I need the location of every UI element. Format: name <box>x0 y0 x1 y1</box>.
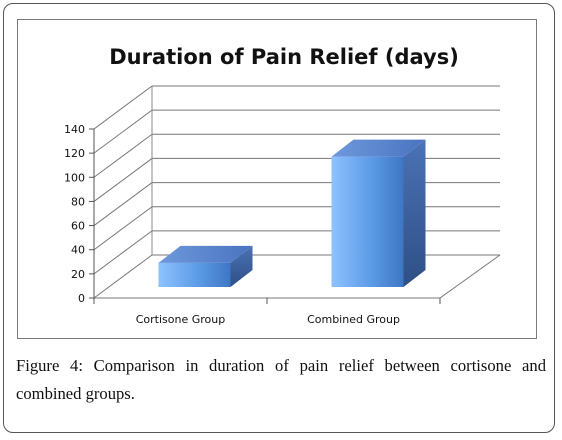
x-category-label: Combined Group <box>307 313 400 326</box>
figure-label: Figure 4: <box>16 356 83 375</box>
bar-top <box>331 139 426 157</box>
floor-edge <box>94 254 501 299</box>
gridline-side <box>93 109 153 154</box>
y-tick-label: 100 <box>64 171 85 184</box>
bar-front <box>158 262 231 287</box>
gridline-side <box>93 85 153 130</box>
y-tick-label: 120 <box>64 147 85 160</box>
gridline-side <box>93 182 153 226</box>
figure-caption: Figure 4: Comparison in duration of pain… <box>16 352 546 408</box>
x-category-label: Cortisone Group <box>136 313 226 326</box>
bar-side <box>230 245 253 287</box>
y-tick-label: 40 <box>71 244 85 257</box>
chart-container <box>17 19 537 339</box>
y-tick-label: 140 <box>64 123 85 136</box>
bar-side <box>403 139 426 287</box>
bar-front <box>331 156 404 287</box>
gridline-side <box>93 158 153 202</box>
gridline-side <box>93 133 153 178</box>
plot-area: 0 20 40 60 80 100 120 140 Cortisone Group Combine… <box>64 85 501 326</box>
bar-top <box>158 245 253 263</box>
gridline-side <box>93 254 153 299</box>
gridline-side <box>93 206 153 251</box>
chart-title: Duration of Pain Relief (days) <box>109 45 459 69</box>
gridline-side <box>93 230 153 275</box>
y-tick-label: 0 <box>78 292 85 305</box>
y-tick-label: 60 <box>71 220 85 233</box>
figure-caption-text: Comparison in duration of pain relief be… <box>16 356 546 403</box>
y-tick-label: 20 <box>71 268 85 281</box>
y-tick-label: 80 <box>71 195 85 208</box>
